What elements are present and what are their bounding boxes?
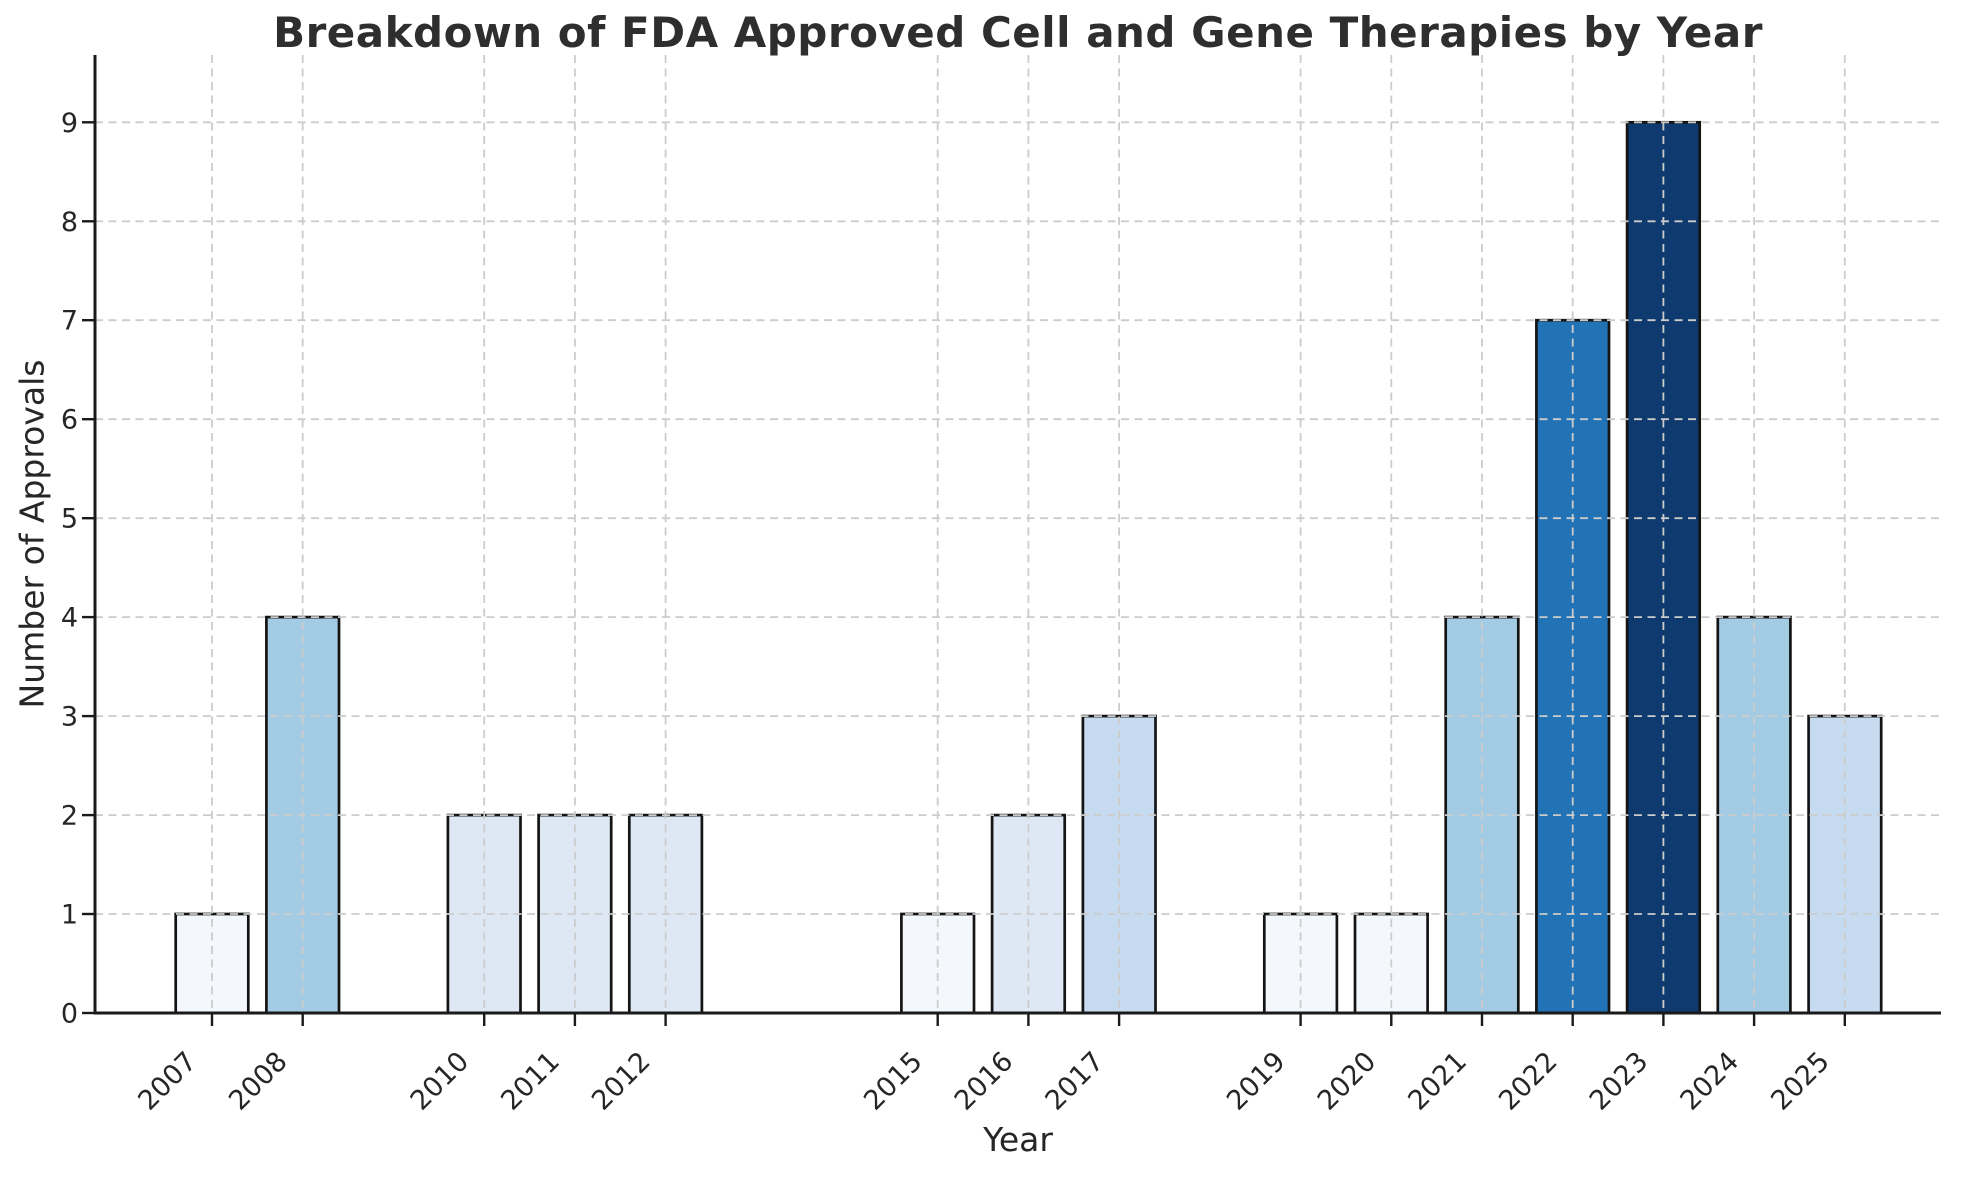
x-tick-label-2007: 2007 [132, 1046, 203, 1117]
y-tick-label-8: 8 [61, 207, 78, 238]
x-tick-label-2011: 2011 [495, 1046, 566, 1117]
x-tick-label-2024: 2024 [1675, 1046, 1746, 1117]
chart-title: Breakdown of FDA Approved Cell and Gene … [273, 8, 1763, 57]
y-tick-label-5: 5 [61, 504, 78, 535]
x-axis-label: Year [983, 1120, 1053, 1159]
y-tick-label-3: 3 [61, 702, 78, 733]
x-tick-label-2023: 2023 [1584, 1046, 1655, 1117]
y-tick-label-7: 7 [61, 306, 78, 337]
x-tick-label-2016: 2016 [949, 1046, 1020, 1117]
y-tick-label-6: 6 [61, 405, 78, 436]
y-tick-label-0: 0 [61, 999, 78, 1030]
x-tick-label-2008: 2008 [223, 1046, 294, 1117]
x-tick-label-2017: 2017 [1040, 1046, 1111, 1117]
x-tick-label-2010: 2010 [405, 1046, 476, 1117]
x-tick-label-2020: 2020 [1312, 1046, 1383, 1117]
y-tick-label-1: 1 [61, 900, 78, 931]
x-tick-label-2015: 2015 [858, 1046, 929, 1117]
x-tick-label-2019: 2019 [1221, 1046, 1292, 1117]
x-tick-label-2021: 2021 [1402, 1046, 1473, 1117]
axes [82, 55, 1941, 1026]
x-tick-label-2025: 2025 [1765, 1046, 1836, 1117]
y-tick-label-4: 4 [61, 603, 78, 634]
x-tick-label-2022: 2022 [1493, 1046, 1564, 1117]
gridlines [95, 55, 1941, 1013]
y-tick-label-9: 9 [61, 108, 78, 139]
y-axis-label: Number of Approvals [12, 359, 52, 709]
y-tick-label-2: 2 [61, 801, 78, 832]
x-tick-label-2012: 2012 [586, 1046, 657, 1117]
